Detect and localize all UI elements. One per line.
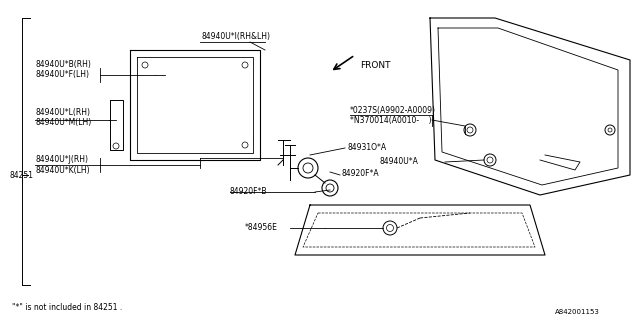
Text: 84940U*I(RH&LH): 84940U*I(RH&LH) <box>202 33 271 42</box>
Text: 84940U*L(RH): 84940U*L(RH) <box>35 108 90 117</box>
Text: 84940U*M(LH): 84940U*M(LH) <box>35 118 92 127</box>
Text: *84956E: *84956E <box>245 223 278 233</box>
Text: A842001153: A842001153 <box>555 309 600 315</box>
Text: 84940U*K(LH): 84940U*K(LH) <box>35 165 90 174</box>
Text: FRONT: FRONT <box>360 60 390 69</box>
Text: *0237S(A9902-A0009): *0237S(A9902-A0009) <box>350 106 436 115</box>
Text: 84940U*A: 84940U*A <box>380 157 419 166</box>
Text: 84920F*B: 84920F*B <box>230 188 268 196</box>
Text: 84931O*A: 84931O*A <box>348 143 387 153</box>
Text: 84940U*B(RH): 84940U*B(RH) <box>35 60 91 69</box>
Text: 84251: 84251 <box>10 171 34 180</box>
Text: 84940U*F(LH): 84940U*F(LH) <box>35 70 89 79</box>
Text: 84940U*J(RH): 84940U*J(RH) <box>35 156 88 164</box>
Text: 84920F*A: 84920F*A <box>342 169 380 178</box>
Text: "*" is not included in 84251 .: "*" is not included in 84251 . <box>12 302 122 311</box>
Text: *N370014(A0010-    ): *N370014(A0010- ) <box>350 116 431 124</box>
